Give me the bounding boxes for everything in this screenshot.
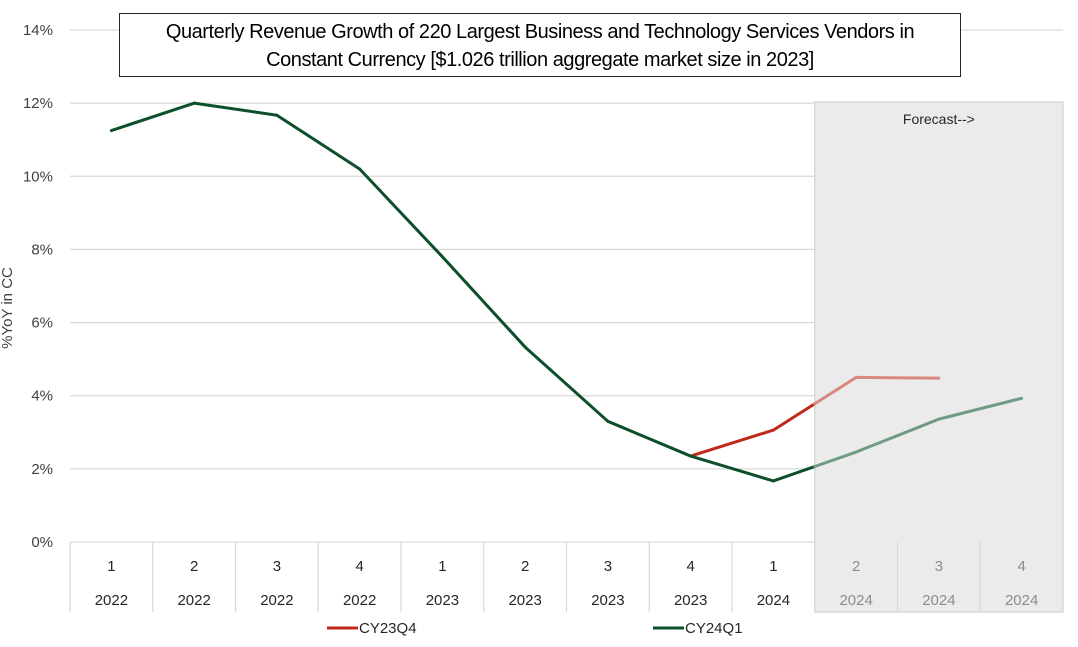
- legend-label: CY23Q4: [359, 620, 417, 637]
- x-tick-year: 2022: [177, 592, 210, 609]
- x-tick-quarter: 3: [604, 558, 612, 575]
- line-segment: [275, 113, 362, 171]
- line-segment-forecast: [854, 417, 941, 454]
- x-tick-year: 2023: [426, 592, 459, 609]
- line-segment-forecast: [854, 375, 941, 380]
- forecast-shade: [814, 101, 1064, 613]
- series-cy24q1: [109, 101, 1024, 483]
- chart-title-line-1: Quarterly Revenue Growth of 220 Largest …: [165, 21, 915, 43]
- line-segment: [771, 402, 817, 432]
- y-tick-label: 8%: [31, 241, 53, 258]
- line-segment-forecast: [813, 450, 858, 468]
- line-segment: [606, 419, 693, 458]
- line-segment: [689, 454, 775, 483]
- x-tick-year: 2023: [674, 592, 707, 609]
- x-tick-year: 2024: [839, 592, 872, 609]
- x-tick-year: 2023: [508, 592, 541, 609]
- x-tick-quarter: 3: [273, 558, 281, 575]
- forecast-region: Forecast-->: [814, 101, 1064, 613]
- y-tick-label: 6%: [31, 315, 53, 332]
- x-tick-quarter: 4: [1017, 558, 1025, 575]
- x-tick-quarter: 1: [107, 558, 115, 575]
- line-segment: [523, 345, 610, 423]
- x-tick-quarter: 1: [769, 558, 777, 575]
- legend-item-cy23q4: CY23Q4: [327, 620, 417, 637]
- x-tick-year: 2024: [757, 592, 790, 609]
- legend-label: CY24Q1: [685, 620, 743, 637]
- line-segment: [109, 101, 196, 133]
- x-tick-quarter: 3: [935, 558, 943, 575]
- line-segment-forecast: [937, 396, 1024, 421]
- x-tick-year: 2022: [343, 592, 376, 609]
- legend: CY23Q4 CY24Q1: [327, 620, 743, 637]
- x-tick-year: 2023: [591, 592, 624, 609]
- chart-title-line-2: Constant Currency [$1.026 trillion aggre…: [266, 49, 814, 71]
- x-tick-year: 2024: [922, 592, 955, 609]
- line-segment: [689, 428, 775, 458]
- x-tick-quarter: 4: [355, 558, 363, 575]
- line-segment: [192, 101, 279, 117]
- line-segment: [440, 255, 527, 349]
- y-tick-label: 0%: [31, 534, 53, 551]
- x-tick-quarter: 2: [190, 558, 198, 575]
- x-tick-quarter: 2: [521, 558, 529, 575]
- x-tick-quarter: 4: [686, 558, 694, 575]
- x-tick-quarter: 2: [852, 558, 860, 575]
- x-tick-year: 2024: [1005, 592, 1038, 609]
- y-axis: 0% 2% 4% 6% 8% 10% 12% 14%: [23, 22, 53, 551]
- line-segment: [771, 464, 817, 483]
- y-tick-label: 10%: [23, 168, 53, 185]
- y-tick-label: 12%: [23, 95, 53, 112]
- y-tick-label: 4%: [31, 388, 53, 405]
- y-axis-label: %YoY in CC: [0, 267, 16, 349]
- x-tick-year: 2022: [260, 592, 293, 609]
- x-tick-quarter: 1: [438, 558, 446, 575]
- line-segment: [358, 167, 444, 259]
- chart-title: Quarterly Revenue Growth of 220 Largest …: [119, 13, 961, 77]
- y-tick-label: 14%: [23, 22, 53, 39]
- forecast-label: Forecast-->: [903, 111, 975, 127]
- legend-item-cy24q1: CY24Q1: [653, 620, 743, 637]
- x-axis: 1 2022 2 2022 3 2022 4 2022 1 2023 2 2023 3 2023 4 2023…: [69, 542, 1064, 612]
- series-cy23q4: [689, 375, 941, 458]
- x-tick-year: 2022: [95, 592, 128, 609]
- gridlines: [70, 29, 1063, 543]
- line-segment-forecast: [813, 375, 858, 406]
- y-tick-label: 2%: [31, 461, 53, 478]
- series-lines: [109, 101, 1024, 483]
